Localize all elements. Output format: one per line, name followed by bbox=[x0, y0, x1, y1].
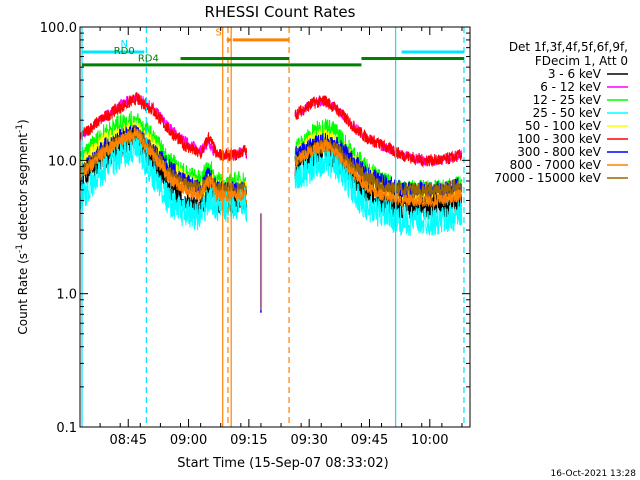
y-axis-label-mid: detector segment bbox=[16, 133, 30, 244]
flag-label-rd0: RD0 bbox=[114, 46, 135, 57]
legend-label-9: 7000 - 15000 keV bbox=[494, 171, 601, 185]
legend-label-4: 25 - 50 keV bbox=[533, 106, 602, 120]
series-line-25-50-kev-segment-1 bbox=[79, 135, 248, 231]
flag-label-s: S bbox=[216, 28, 222, 39]
footer-timestamp: 16-Oct-2021 13:28 bbox=[551, 469, 637, 479]
series-line-12-25-kev-segment-1 bbox=[79, 110, 248, 196]
y-axis-label-main: Count Rate (s bbox=[16, 253, 30, 335]
x-tick-label-2: 09:00 bbox=[170, 433, 207, 448]
legend-label-1: 3 - 6 keV bbox=[548, 67, 602, 81]
y-axis-label-sup-2: -1 bbox=[15, 124, 25, 133]
legend-header-line-2: FDecim 1, Att 0 bbox=[535, 54, 628, 68]
series-line-800-7000-kev-segment-2 bbox=[294, 139, 462, 208]
legend: Det 1f,3f,4f,5f,6f,9f, FDecim 1, Att 0 3… bbox=[494, 40, 628, 185]
plot-frame bbox=[79, 26, 471, 428]
y-tick-label-1: 0.1 bbox=[56, 421, 77, 436]
series-line-25-50-kev-segment-2 bbox=[294, 146, 463, 237]
chart-title: RHESSI Count Rates bbox=[205, 3, 356, 21]
y-tick-label-3: 10.0 bbox=[48, 154, 77, 169]
x-tick-label-3: 09:15 bbox=[230, 433, 267, 448]
x-tick-label-6: 10:00 bbox=[411, 433, 448, 448]
y-tick-label-2: 1.0 bbox=[56, 288, 77, 303]
legend-label-6: 100 - 300 keV bbox=[517, 132, 601, 146]
legend-label-3: 12 - 25 keV bbox=[533, 93, 602, 107]
series-line-100-300-kev-segment-2 bbox=[294, 95, 463, 169]
series-layer bbox=[79, 91, 463, 313]
y-tick-label-4: 100.0 bbox=[40, 21, 77, 36]
legend-header-line-1: Det 1f,3f,4f,5f,6f,9f, bbox=[509, 40, 628, 54]
legend-label-2: 6 - 12 keV bbox=[540, 80, 602, 94]
x-tick-label-5: 09:45 bbox=[351, 433, 388, 448]
series-line-100-300-kev-segment-1 bbox=[79, 91, 248, 162]
legend-label-5: 50 - 100 keV bbox=[525, 119, 602, 133]
axis-layer: 0.1 1.0 10.0 100.0 08:45 09:00 09:15 09:30 09:45… bbox=[40, 21, 470, 448]
legend-label-7: 300 - 800 keV bbox=[517, 145, 601, 159]
y-axis-label-sup-1: -1 bbox=[15, 244, 25, 253]
vertical-marker-layer bbox=[81, 27, 465, 427]
x-tick-label-4: 09:30 bbox=[290, 433, 327, 448]
x-tick-label-1: 08:45 bbox=[110, 433, 147, 448]
legend-label-8: 800 - 7000 keV bbox=[510, 158, 602, 172]
y-axis-label-end: ) bbox=[16, 119, 30, 124]
series-line-800-7000-kev-segment-1 bbox=[79, 127, 248, 204]
flag-label-rd4: RD4 bbox=[138, 54, 159, 65]
x-axis-label: Start Time (15-Sep-07 08:33:02) bbox=[177, 456, 388, 471]
y-axis-label: Count Rate (s-1 detector segment-1) bbox=[15, 119, 30, 334]
flag-label-n: N bbox=[120, 39, 127, 50]
